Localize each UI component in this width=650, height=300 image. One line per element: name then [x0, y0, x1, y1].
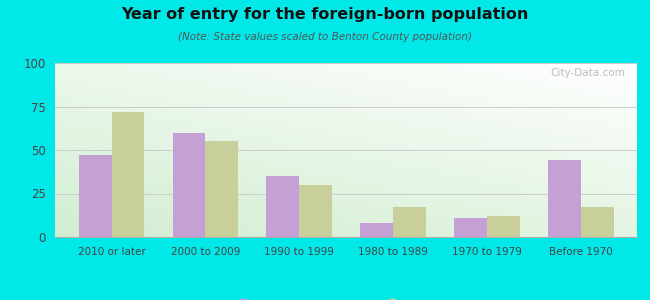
Bar	[205, 141, 238, 237]
Bar	[360, 223, 393, 237]
Bar	[299, 185, 332, 237]
Bar	[112, 112, 144, 237]
Bar	[487, 216, 520, 237]
Text: (Note: State values scaled to Benton County population): (Note: State values scaled to Benton Cou…	[178, 32, 472, 41]
Bar	[266, 176, 299, 237]
Bar	[454, 218, 487, 237]
Bar	[393, 207, 426, 237]
Bar	[548, 160, 580, 237]
Bar	[172, 133, 205, 237]
Bar	[580, 207, 614, 237]
Text: City-Data.com: City-Data.com	[551, 68, 625, 78]
Legend: Benton County, Indiana: Benton County, Indiana	[226, 295, 467, 300]
Bar	[79, 155, 112, 237]
Text: Year of entry for the foreign-born population: Year of entry for the foreign-born popul…	[122, 8, 528, 22]
